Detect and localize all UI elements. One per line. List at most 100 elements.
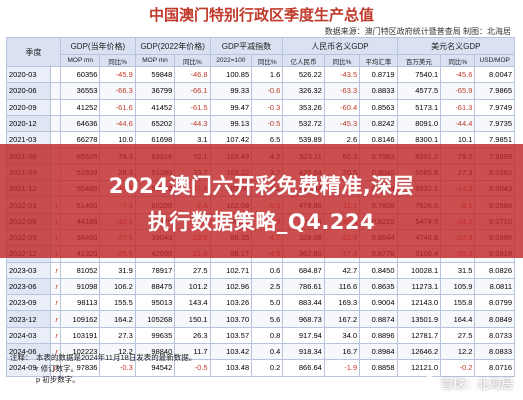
table-cell: 0.8874 — [359, 310, 398, 328]
table-cell: 12.2 — [99, 343, 136, 361]
table-cell: 27.5 — [440, 326, 476, 345]
table-cell: -61.5 — [174, 98, 211, 116]
table-cell: 41452 — [134, 98, 176, 116]
header-group: 美元名义GDP — [396, 37, 516, 55]
table-cell: 95013 — [134, 294, 176, 312]
table-cell: 78917 — [134, 261, 176, 279]
table-cell: 150.1 — [174, 310, 211, 328]
table-cell: 36553 — [59, 82, 101, 100]
table-cell: 13501.9 — [396, 310, 442, 328]
table-cell: 169.3 — [323, 294, 361, 312]
table-cell: 105268 — [134, 310, 176, 328]
revision-flag: r — [49, 261, 62, 279]
table-cell: 98113 — [59, 294, 101, 312]
header-sub: 同比% — [99, 54, 136, 67]
table-cell: -66.3 — [99, 82, 136, 100]
header-sub: 2022=100 — [209, 54, 253, 67]
period-cell: 2020-03 — [6, 65, 51, 84]
table-cell: 5173.1 — [396, 98, 442, 116]
table-cell: 31.9 — [99, 261, 136, 279]
table-cell: 0.8896 — [359, 326, 398, 345]
table-cell: -61.6 — [99, 98, 136, 116]
table-cell: 0.4 — [251, 343, 284, 361]
table-row: 2023-03 r 81052 31.9 78917 27.5 102.71 0.6 684.8… — [6, 261, 515, 279]
table-cell: 97836 — [59, 359, 101, 377]
table-cell: 12.2 — [440, 343, 476, 361]
table-cell: 8.0733 — [474, 326, 515, 345]
table-row: 2023-09 r 98113 155.5 95013 143.4 103.26 5.0 883… — [6, 294, 515, 312]
table-cell: 103191 — [59, 326, 101, 345]
table-cell: 2.5 — [251, 277, 284, 296]
table-cell: -45.9 — [99, 65, 136, 84]
table-cell: 94542 — [134, 359, 176, 377]
table-cell: 102223 — [59, 343, 101, 361]
table-cell: 27.5 — [174, 261, 211, 279]
period-cell: 2023-06 — [6, 277, 51, 296]
table-cell: 59848 — [134, 65, 176, 84]
table-cell: 41252 — [59, 98, 101, 116]
watermark: 雪球：北海居 — [421, 375, 513, 392]
table-cell: -44.3 — [174, 114, 211, 133]
note-text: p 初步数字。 — [36, 375, 80, 384]
revision-flag: r — [49, 310, 62, 328]
banner-line: 2024澳门六开彩免费精准,深层 — [108, 174, 415, 198]
note-text: 本表的数据是2024年11月18日发表的最新数据。 — [36, 353, 197, 362]
table-cell: 7.9749 — [474, 98, 515, 116]
table-cell: 164.4 — [440, 310, 476, 328]
revision-flag: r — [49, 294, 62, 312]
table-cell: -61.3 — [440, 98, 476, 116]
watermark-text: 雪球：北海居 — [440, 377, 513, 391]
note-line: p 初步数字。 — [10, 374, 196, 385]
table-cell: 7540.1 — [396, 65, 442, 84]
table-cell: -63.3 — [323, 82, 361, 100]
table-row: 2024-06 r 102223 12.2 98840 11.7 103.42 0.4 918.… — [6, 343, 515, 361]
table-row: 2020-09 41252 -61.6 41452 -61.5 99.47 -0.3 353.… — [6, 98, 515, 116]
revision-flag — [49, 98, 62, 116]
table-cell: -43.5 — [323, 65, 361, 84]
table-cell: -65.9 — [440, 82, 476, 100]
revision-flag — [49, 114, 62, 133]
table-cell: 12121.0 — [396, 359, 442, 377]
table-cell: 8.0811 — [474, 277, 515, 296]
table-cell: -0.5 — [174, 359, 211, 377]
period-cell: 2020-06 — [6, 82, 51, 100]
table-cell: 0.8858 — [359, 359, 398, 377]
table-cell: 0.9004 — [359, 294, 398, 312]
period-cell: 2020-12 — [6, 114, 51, 133]
table-cell: 8.0799 — [474, 294, 515, 312]
table-cell: 968.73 — [282, 310, 325, 328]
table-cell: 98840 — [134, 343, 176, 361]
header-group: GDP(当年价格) — [60, 37, 136, 55]
table-cell: 155.8 — [440, 294, 476, 312]
table-cell: -60.4 — [323, 98, 361, 116]
table-cell: 65202 — [134, 114, 176, 133]
table-cell: 31.5 — [440, 261, 476, 279]
table-cell: -46.8 — [174, 65, 211, 84]
table-cell: 103.70 — [209, 310, 253, 328]
header-sub: 同比% — [174, 54, 211, 67]
table-cell: 0.8563 — [359, 98, 398, 116]
header-sub: 百万美元 — [396, 54, 442, 67]
table-cell: 11.7 — [174, 343, 211, 361]
table-cell: 88475 — [134, 277, 176, 296]
period-cell: 2020-09 — [6, 98, 51, 116]
table-cell: 8.0849 — [474, 310, 515, 328]
page-title: 中国澳门特别行政区季度生产总值 — [148, 6, 374, 24]
header-sub: 同比% — [251, 54, 284, 67]
table-cell: 918.34 — [282, 343, 325, 361]
note-line: 注释： 本表的数据是2024年11月18日发表的最新数据。 — [10, 352, 196, 363]
table-row: 2020-12 64636 -44.6 65202 -44.3 99.13 -0.5 532.… — [6, 114, 515, 133]
table-cell: 11273.1 — [396, 277, 442, 296]
table-cell: 8.0826 — [474, 261, 515, 279]
header-sub: 同比% — [323, 54, 361, 67]
table-cell: 34.0 — [323, 326, 361, 345]
table-cell: 60356 — [59, 65, 101, 84]
table-cell: 532.72 — [282, 114, 325, 133]
table-cell: 109162 — [59, 310, 101, 328]
table-row: 2024-03 r 103191 27.3 99635 26.3 103.57 0.8 917.… — [6, 326, 515, 345]
table-cell: 99.47 — [209, 98, 253, 116]
data-source: 数据来源：澳门特区政府统计暨普查局 制图：北海居 — [324, 27, 511, 36]
table-cell: -1.9 — [323, 359, 361, 377]
overlay-banner: 2024澳门六开彩免费精准,深层 执行数据策略_Q4.224 — [0, 144, 523, 258]
period-cell: 2023-12 — [6, 310, 51, 328]
